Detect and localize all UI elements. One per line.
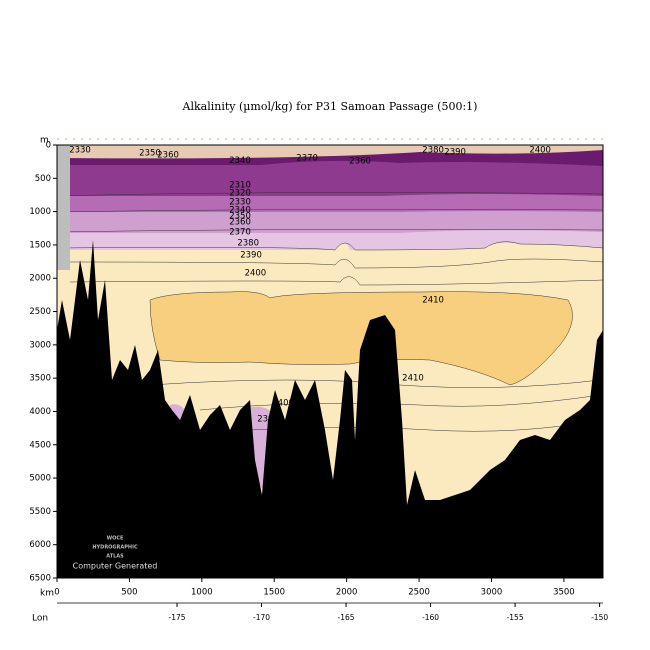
contour-line <box>56 192 604 197</box>
bands <box>57 145 603 578</box>
x-tick-label: 2000 <box>336 588 358 598</box>
y-tick-label: 4500 <box>29 440 51 450</box>
contour-line <box>149 291 573 386</box>
contour-line <box>56 209 604 213</box>
x-tick-label: 1000 <box>191 588 213 598</box>
bathymetry <box>57 240 603 578</box>
contour-line <box>69 276 604 286</box>
contour-label: 2370 <box>296 153 318 163</box>
x-tick-label: 0 <box>54 588 59 598</box>
contour-label: 2400 <box>529 145 551 155</box>
contour-label: 2340 <box>229 156 251 166</box>
plot-frame <box>56 144 604 579</box>
contour-label: 2390 <box>240 250 262 260</box>
atlas-logo: HYDROGRAPHIC <box>92 545 138 551</box>
contour-line <box>56 229 604 233</box>
contour-label: 2350 <box>139 148 161 158</box>
atlas-logo: WOCE <box>107 536 124 542</box>
contour-label: 2400 <box>272 398 294 408</box>
contour-label: 2310 <box>229 180 251 190</box>
x2-tick-label: -170 <box>253 613 270 622</box>
y-axis-label: m <box>40 136 49 146</box>
y-tick-label: 5500 <box>29 507 51 517</box>
contour-label: 2410 <box>402 374 424 384</box>
contour-label: 2340 <box>229 205 251 215</box>
contour-label: 2330 <box>229 197 251 207</box>
no-data <box>57 145 70 270</box>
x-tick-label: 3000 <box>481 588 503 598</box>
x2-tick-label: -155 <box>507 613 524 622</box>
y-tick-label: 2500 <box>29 307 51 317</box>
x2-tick-label: -175 <box>169 613 186 622</box>
contour-label: 2380 <box>422 145 444 155</box>
contour-label: 2410 <box>422 295 444 305</box>
x2-tick-label: -165 <box>338 613 355 622</box>
contour-label: 2390 <box>444 147 466 157</box>
x2-tick-label: -160 <box>422 613 439 622</box>
atlas-logo: ATLAS <box>106 554 124 560</box>
y-tick-label: 1000 <box>29 207 51 217</box>
contour-label: 2350 <box>229 211 251 221</box>
contour-label: 2400 <box>245 268 267 278</box>
x-tick-label: 500 <box>121 588 137 598</box>
contour-label: 2330 <box>69 145 91 155</box>
contour-line <box>149 379 601 388</box>
y-tick-label: 5000 <box>29 474 51 484</box>
x-tick-label: 1500 <box>263 588 285 598</box>
contour-label: 2360 <box>157 150 179 160</box>
y-tick-label: 500 <box>35 174 51 184</box>
chart-title: Alkalinity (µmol/kg) for P31 Samoan Pass… <box>182 100 478 113</box>
credit: Computer Generated <box>73 562 158 571</box>
x-axis-label: km <box>40 589 54 599</box>
contour-label: 2390 <box>257 414 279 424</box>
x-tick-label: 2500 <box>408 588 430 598</box>
contour-label: 2360 <box>349 156 371 166</box>
y-tick-label: 4000 <box>29 407 51 417</box>
x2-tick-label: -150 <box>591 613 608 622</box>
contour-line <box>199 394 601 411</box>
x-tick-label: 3500 <box>553 588 575 598</box>
contour-label: 2360 <box>229 217 251 227</box>
y-tick-label: 6500 <box>29 574 51 584</box>
band <box>150 291 573 385</box>
y-tick-label: 1500 <box>29 240 51 250</box>
y-tick-label: 6000 <box>29 540 51 550</box>
contour-line <box>69 258 604 269</box>
contour-label: 2370 <box>229 227 251 237</box>
contour-label: 2380 <box>237 238 259 248</box>
band <box>57 145 603 159</box>
y-tick-label: 3000 <box>29 340 51 350</box>
contour-line <box>56 241 604 251</box>
y-tick-label: 3500 <box>29 374 51 384</box>
x2-axis-label: Lon <box>32 614 48 624</box>
contour-lines <box>56 192 604 432</box>
y-tick-label: 2000 <box>29 274 51 284</box>
y-tick-label: 0 <box>46 141 51 151</box>
contour-label: 2320 <box>229 188 251 198</box>
